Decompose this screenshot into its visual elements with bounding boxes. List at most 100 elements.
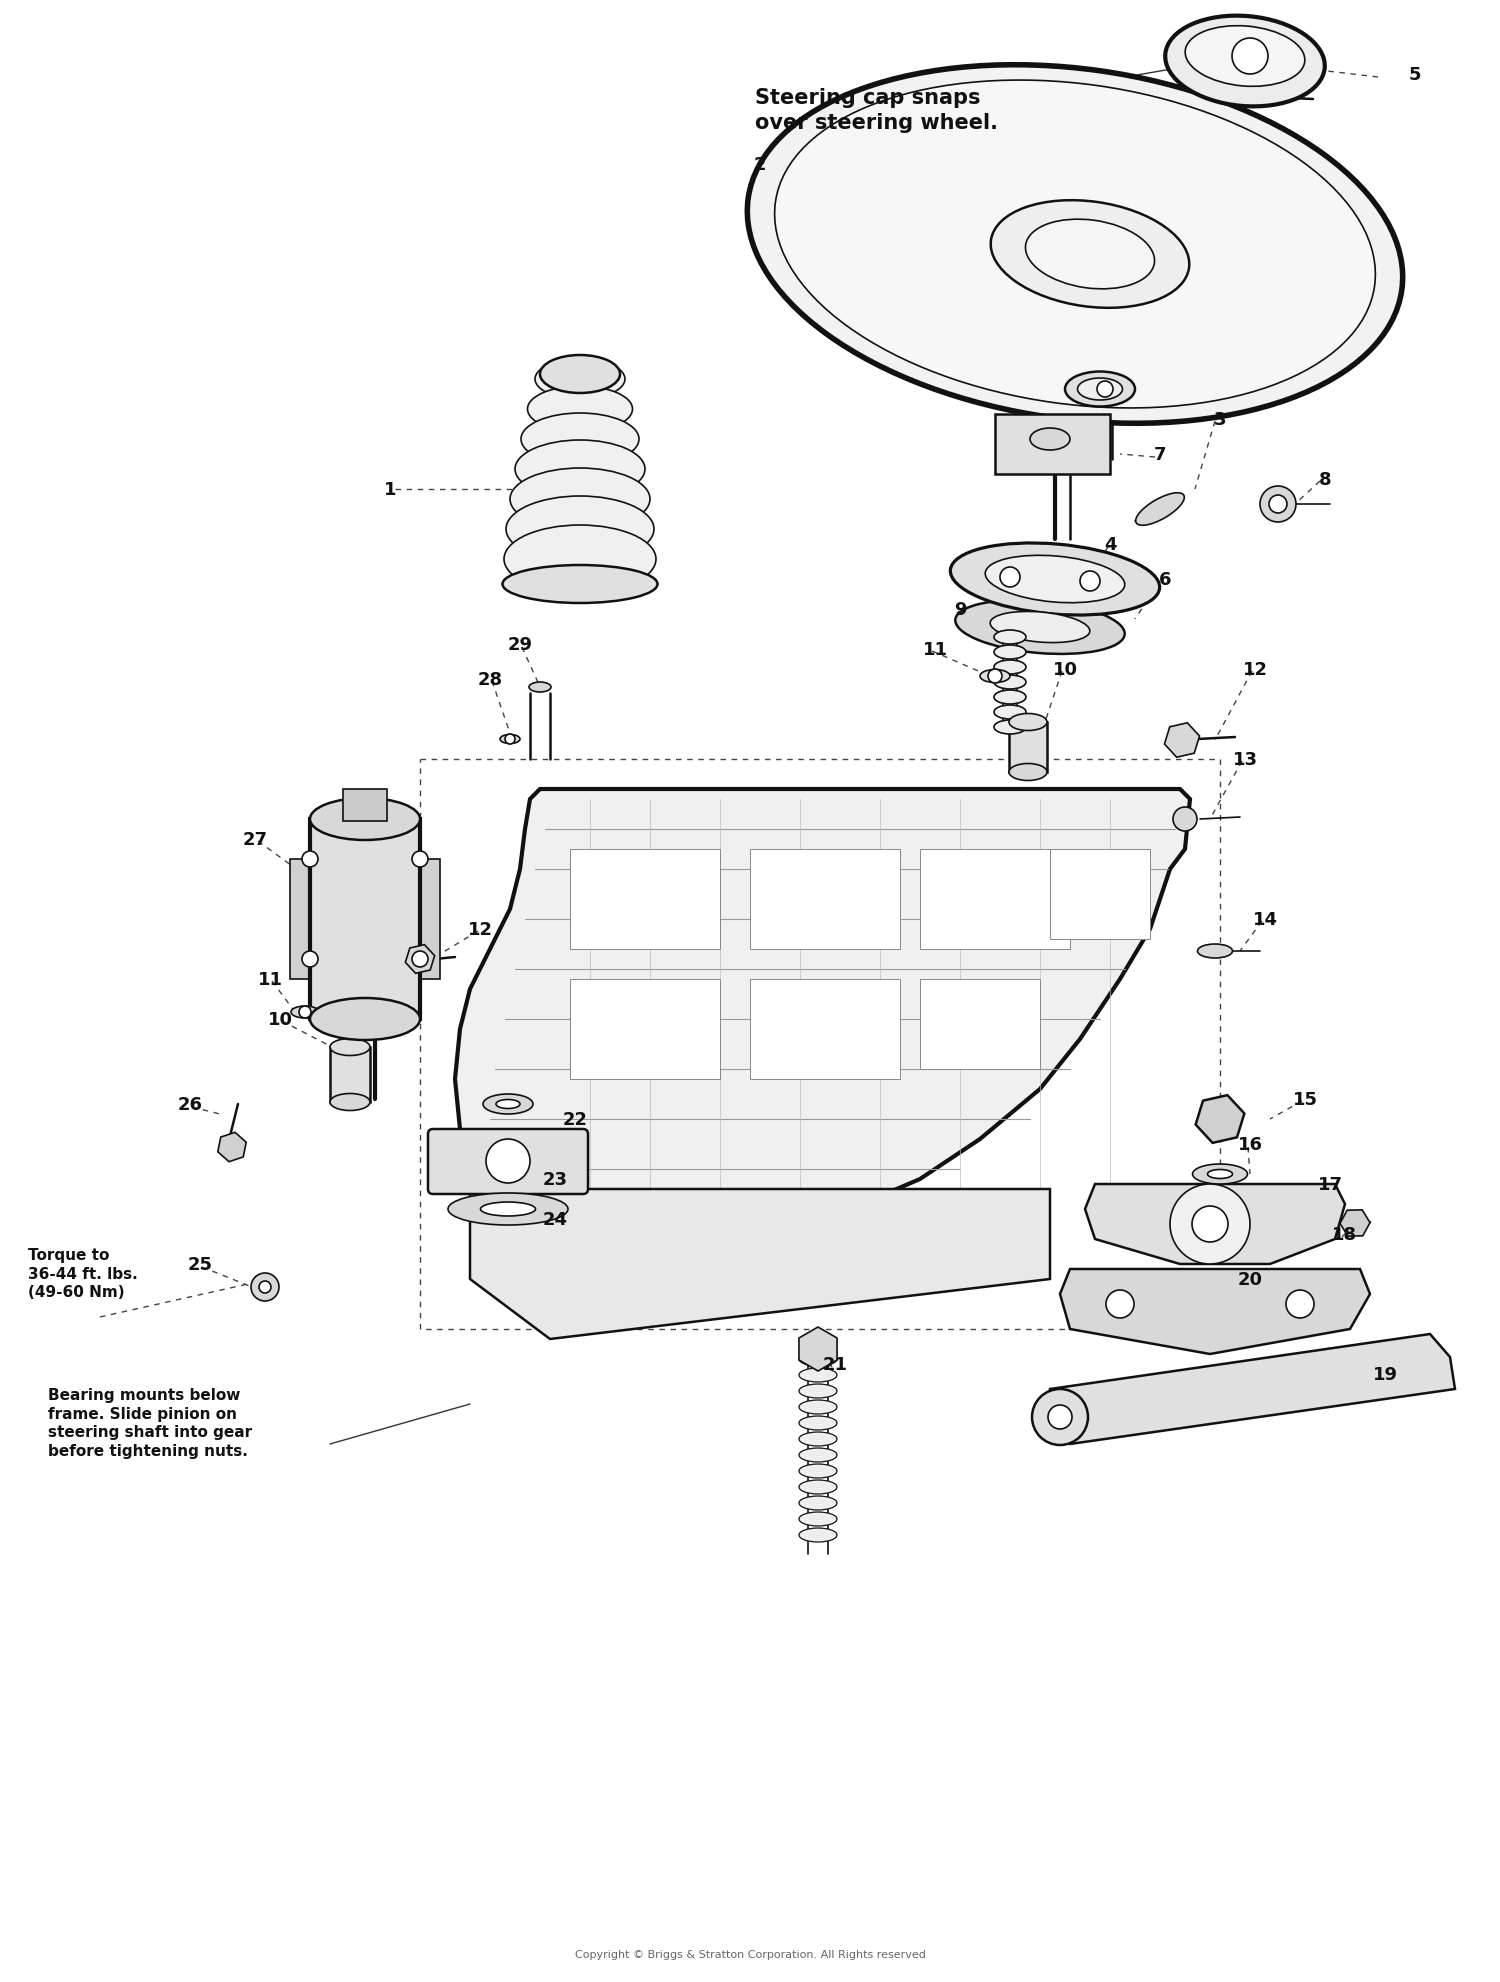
Ellipse shape	[994, 630, 1026, 644]
Bar	[1010, 723, 1047, 773]
Ellipse shape	[483, 1094, 532, 1114]
Polygon shape	[1060, 1268, 1370, 1354]
Text: 12: 12	[1242, 660, 1268, 678]
Bar	[330, 1046, 370, 1102]
Ellipse shape	[800, 1433, 837, 1447]
Ellipse shape	[1208, 1169, 1233, 1179]
Circle shape	[1269, 496, 1287, 513]
Bar	[419, 860, 440, 979]
Ellipse shape	[1185, 26, 1305, 87]
Text: BRIGGS: BRIGGS	[606, 965, 914, 1035]
Polygon shape	[994, 414, 1110, 476]
Ellipse shape	[994, 660, 1026, 674]
Bar	[1050, 850, 1150, 939]
Text: 13: 13	[1233, 751, 1257, 769]
Ellipse shape	[800, 1528, 837, 1542]
Text: 11: 11	[922, 640, 948, 658]
Ellipse shape	[310, 799, 420, 840]
Ellipse shape	[994, 721, 1026, 735]
Ellipse shape	[448, 1193, 568, 1225]
Text: 27: 27	[243, 830, 267, 848]
Text: 10: 10	[1053, 660, 1077, 678]
Circle shape	[1232, 40, 1268, 75]
Text: Copyright © Briggs & Stratton Corporation. All Rights reserved: Copyright © Briggs & Stratton Corporatio…	[574, 1948, 926, 1958]
Ellipse shape	[480, 1203, 536, 1217]
Text: 2: 2	[753, 157, 766, 174]
Text: 23: 23	[543, 1171, 567, 1189]
Ellipse shape	[800, 1383, 837, 1397]
Polygon shape	[1048, 1334, 1455, 1445]
Circle shape	[1048, 1405, 1072, 1429]
Text: 4: 4	[1104, 535, 1116, 553]
Ellipse shape	[291, 1007, 320, 1019]
Text: 29: 29	[507, 636, 532, 654]
Circle shape	[1106, 1290, 1134, 1318]
Ellipse shape	[980, 670, 1010, 684]
Ellipse shape	[520, 414, 639, 466]
Text: 28: 28	[477, 670, 502, 688]
Text: 22: 22	[562, 1110, 588, 1128]
Circle shape	[251, 1272, 279, 1302]
Ellipse shape	[1065, 373, 1136, 406]
Text: 7: 7	[1154, 446, 1166, 464]
Circle shape	[302, 852, 318, 868]
Ellipse shape	[800, 1352, 837, 1366]
Circle shape	[1096, 383, 1113, 398]
Ellipse shape	[1197, 945, 1233, 959]
Ellipse shape	[504, 525, 656, 595]
Text: 9: 9	[954, 601, 966, 618]
Circle shape	[298, 1007, 310, 1019]
Ellipse shape	[1030, 428, 1069, 450]
Bar	[310, 821, 420, 1019]
Bar	[344, 789, 387, 823]
Ellipse shape	[774, 81, 1376, 408]
Text: 11: 11	[258, 971, 282, 989]
Ellipse shape	[1136, 494, 1185, 525]
Circle shape	[1170, 1185, 1250, 1265]
Text: 5: 5	[1408, 65, 1420, 83]
Text: 26: 26	[177, 1096, 203, 1114]
Text: 25: 25	[188, 1255, 213, 1272]
Text: 8: 8	[1318, 472, 1332, 490]
Circle shape	[1286, 1290, 1314, 1318]
Circle shape	[1173, 807, 1197, 832]
Text: 1: 1	[384, 482, 396, 499]
Ellipse shape	[956, 601, 1125, 654]
Ellipse shape	[800, 1496, 837, 1510]
Circle shape	[1080, 571, 1100, 593]
Ellipse shape	[986, 557, 1125, 603]
Ellipse shape	[514, 440, 645, 499]
Ellipse shape	[800, 1481, 837, 1494]
Ellipse shape	[310, 999, 420, 1041]
Ellipse shape	[500, 735, 520, 743]
Bar	[750, 850, 900, 949]
Text: 14: 14	[1252, 910, 1278, 928]
Text: 19: 19	[1372, 1366, 1398, 1383]
Ellipse shape	[951, 543, 1160, 616]
Ellipse shape	[330, 1039, 370, 1056]
Ellipse shape	[536, 361, 626, 400]
Ellipse shape	[800, 1368, 837, 1381]
Ellipse shape	[506, 497, 654, 563]
Text: 3: 3	[1214, 410, 1225, 428]
Circle shape	[506, 735, 515, 745]
Ellipse shape	[800, 1465, 837, 1479]
Ellipse shape	[994, 706, 1026, 719]
Ellipse shape	[1166, 16, 1324, 107]
Ellipse shape	[510, 470, 650, 531]
Circle shape	[302, 951, 318, 967]
Polygon shape	[1084, 1185, 1346, 1265]
Circle shape	[988, 670, 1002, 684]
Text: 10: 10	[267, 1011, 292, 1029]
Text: Bearing mounts below
frame. Slide pinion on
steering shaft into gear
before tigh: Bearing mounts below frame. Slide pinion…	[48, 1387, 252, 1459]
Ellipse shape	[990, 200, 1190, 309]
Ellipse shape	[540, 357, 620, 394]
Circle shape	[486, 1140, 530, 1183]
Text: 24: 24	[543, 1211, 567, 1229]
Bar	[750, 979, 900, 1080]
Circle shape	[413, 951, 428, 967]
Polygon shape	[470, 1189, 1050, 1340]
Ellipse shape	[1010, 765, 1047, 781]
Circle shape	[1192, 1207, 1228, 1243]
Ellipse shape	[994, 646, 1026, 660]
